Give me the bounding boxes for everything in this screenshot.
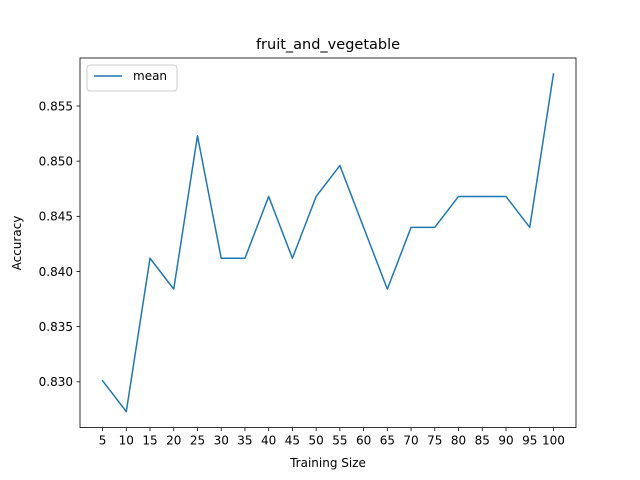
x-tick-label: 5: [99, 434, 107, 448]
series-line-mean: [101, 73, 555, 413]
x-tick-label: 55: [332, 434, 347, 448]
x-tick-label: 30: [214, 434, 229, 448]
x-tick-label: 75: [427, 434, 442, 448]
x-tick-label: 20: [166, 434, 181, 448]
x-tick-label: 70: [403, 434, 418, 448]
y-tick-label: 0.835: [39, 320, 73, 334]
x-tick-label: 100: [542, 434, 565, 448]
y-axis-ticks: 0.830 0.835 0.840 0.845 0.850 0.855: [39, 99, 80, 389]
x-tick-label: 95: [522, 434, 537, 448]
legend-box: [86, 64, 178, 92]
legend: mean: [86, 64, 178, 92]
x-tick-label: 40: [261, 434, 276, 448]
y-tick-label: 0.840: [39, 265, 73, 279]
chart-title: fruit_and_vegetable: [256, 37, 400, 53]
x-tick-label: 45: [285, 434, 300, 448]
x-axis-ticks: 5 10 15 20 25 30 35 40 45 50 55 60 65 70 75 80 85 90 95 100: [99, 427, 565, 448]
x-axis-label: Training Size: [289, 456, 366, 470]
x-tick-label: 10: [119, 434, 134, 448]
x-tick-label: 80: [451, 434, 466, 448]
y-tick-label: 0.855: [39, 99, 73, 113]
x-tick-label: 15: [142, 434, 157, 448]
x-tick-label: 60: [356, 434, 371, 448]
x-tick-label: 50: [308, 434, 323, 448]
x-tick-label: 85: [475, 434, 490, 448]
y-axis-label: Accuracy: [10, 216, 24, 271]
y-tick-label: 0.845: [39, 210, 73, 224]
y-tick-label: 0.850: [39, 154, 73, 168]
x-tick-label: 65: [380, 434, 395, 448]
legend-label-mean: mean: [133, 69, 167, 83]
y-tick-label: 0.830: [39, 375, 73, 389]
series-layer: [101, 73, 555, 413]
x-tick-label: 90: [498, 434, 513, 448]
x-tick-label: 25: [190, 434, 205, 448]
x-tick-label: 35: [237, 434, 252, 448]
plot-area-frame: [79, 57, 577, 429]
